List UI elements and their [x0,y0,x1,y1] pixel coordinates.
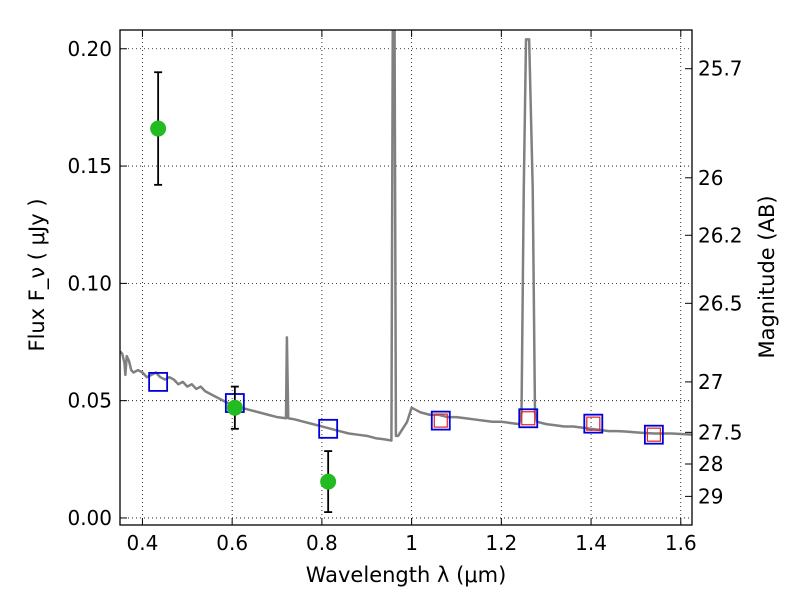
model-flux-box [148,371,169,392]
x-tick-label: 1.6 [665,531,697,555]
y2-axis-label: Magnitude (AB) [755,195,779,358]
y-tick-label: 0.15 [67,154,112,178]
model-flux-box [430,410,451,431]
y2-tick-label: 26.2 [698,223,743,247]
model-flux-box-inner [521,411,536,426]
x-tick-label: 1.4 [575,531,607,555]
x-tick-label: 1 [405,531,418,555]
y2-tick-label: 26.5 [698,291,743,315]
y2-tick-label: 27 [698,370,723,394]
observed-flux-point [320,473,337,490]
model-flux-box [583,413,604,434]
y2-tick-label: 29 [698,484,723,508]
y2-tick-label: 28 [698,452,723,476]
sed-model-line [120,30,692,442]
grid [120,30,692,525]
y-axis-label: Flux F_ν ( μJy ) [25,198,50,351]
observed-flux-point [226,399,243,416]
plot-frame [119,29,693,526]
y-tick-label: 0.00 [67,506,112,530]
y-tick-label: 0.05 [67,389,112,413]
y-tick-label: 0.10 [67,271,112,295]
ticks: 0.4 0.6 0.8 1 1.2 1.4 1.6 0.00 0.05 0.10 0.15 0.20 2… [67,30,743,555]
x-tick-label: 0.8 [306,531,338,555]
model-flux-box-inner [433,413,448,428]
y2-tick-label: 25.7 [698,57,743,81]
model-flux-box [518,408,539,429]
model-flux-box [318,418,339,439]
model-flux-box-inner [586,416,601,431]
y2-tick-label: 26 [698,166,723,190]
observed-flux-point [150,120,167,137]
y2-tick-label: 27.5 [698,420,743,444]
y-tick-label: 0.20 [67,37,112,61]
plot-area [120,30,692,513]
x-tick-label: 1.2 [485,531,517,555]
x-tick-label: 0.6 [216,531,248,555]
model-flux-box-inner [646,427,661,442]
model-flux-box [643,424,664,445]
x-axis-label: Wavelength λ (μm) [306,563,507,587]
x-tick-label: 0.4 [127,531,159,555]
